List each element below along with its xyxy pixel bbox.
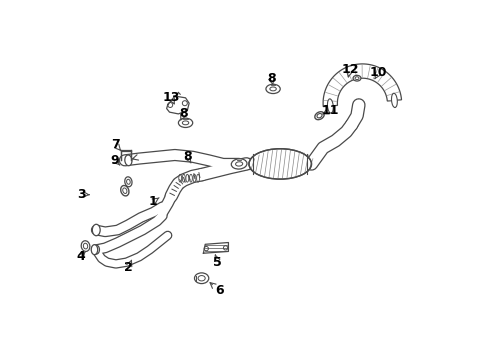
Text: 8: 8 bbox=[183, 150, 191, 163]
Text: 1: 1 bbox=[149, 195, 158, 208]
Ellipse shape bbox=[92, 224, 100, 236]
Polygon shape bbox=[203, 243, 228, 253]
Text: 7: 7 bbox=[111, 138, 120, 151]
Ellipse shape bbox=[314, 112, 324, 120]
Ellipse shape bbox=[248, 149, 311, 179]
Ellipse shape bbox=[265, 84, 280, 94]
Text: 2: 2 bbox=[124, 261, 133, 274]
Ellipse shape bbox=[91, 245, 98, 255]
Text: 6: 6 bbox=[215, 284, 224, 297]
Polygon shape bbox=[166, 96, 189, 114]
Text: 12: 12 bbox=[341, 63, 358, 76]
Polygon shape bbox=[323, 64, 401, 107]
Text: 3: 3 bbox=[78, 188, 86, 201]
Text: 8: 8 bbox=[179, 107, 188, 120]
Ellipse shape bbox=[124, 177, 132, 187]
Text: 4: 4 bbox=[76, 250, 85, 263]
Ellipse shape bbox=[178, 118, 192, 127]
Ellipse shape bbox=[93, 245, 99, 254]
Text: 8: 8 bbox=[266, 72, 275, 85]
Text: 5: 5 bbox=[213, 256, 222, 269]
Ellipse shape bbox=[194, 273, 208, 284]
Ellipse shape bbox=[124, 155, 132, 166]
Text: 13: 13 bbox=[162, 91, 180, 104]
Ellipse shape bbox=[352, 75, 360, 81]
Ellipse shape bbox=[391, 93, 397, 108]
Text: 11: 11 bbox=[321, 104, 338, 117]
Ellipse shape bbox=[231, 159, 246, 169]
Text: 10: 10 bbox=[369, 66, 386, 79]
Text: 9: 9 bbox=[111, 154, 119, 167]
Ellipse shape bbox=[327, 99, 333, 113]
